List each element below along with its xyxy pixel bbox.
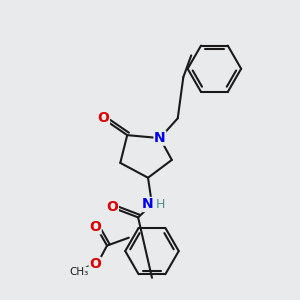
Text: N: N — [154, 131, 166, 145]
Text: O: O — [89, 220, 101, 234]
Text: N: N — [142, 197, 154, 212]
Text: O: O — [106, 200, 118, 214]
Text: H: H — [156, 198, 166, 211]
Text: CH₃: CH₃ — [70, 267, 89, 278]
Text: O: O — [98, 111, 110, 125]
Text: O: O — [89, 257, 101, 272]
